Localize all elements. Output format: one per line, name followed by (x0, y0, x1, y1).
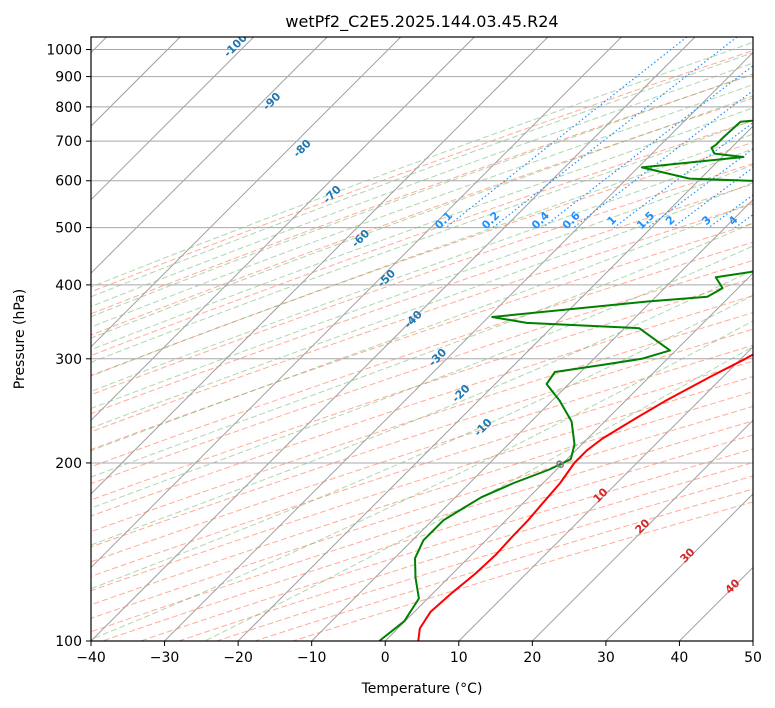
y-tick-label: 500 (55, 221, 82, 237)
x-tick-label: 0 (381, 650, 390, 666)
dry-adiabat (91, 259, 753, 485)
x-axis-label: Temperature (°C) (361, 681, 483, 697)
dry-adiabat (91, 50, 753, 293)
y-tick-label: 600 (55, 174, 82, 190)
isotherm (91, 37, 549, 495)
x-tick-label: −40 (76, 650, 106, 666)
isotherm (531, 419, 753, 641)
mixing-ratio-line (613, 121, 753, 229)
isotherm (384, 272, 753, 641)
dry-adiabat (91, 183, 753, 415)
moist-adiabat (91, 148, 753, 392)
x-tick-label: 30 (597, 650, 615, 666)
y-axis-ticks: 100 200 300 400 500 600 700 800 900 1000 (46, 43, 91, 650)
mixing-ratio-line (542, 64, 753, 229)
y-tick-label: 1000 (46, 43, 82, 59)
y-tick-label: 900 (55, 70, 82, 86)
y-tick-label: 800 (55, 100, 82, 116)
isotherms (91, 37, 753, 641)
moist-adiabat (91, 201, 753, 452)
moist-adiabat (91, 95, 753, 339)
y-tick-label: 300 (55, 352, 82, 368)
isotherm (311, 198, 753, 641)
moist-adiabat (91, 107, 753, 351)
y-axis-label: Pressure (hPa) (12, 289, 28, 389)
moist-adiabat (91, 41, 753, 288)
moist-adiabat (91, 269, 753, 546)
isotherm (91, 37, 255, 201)
dry-adiabat (91, 241, 753, 468)
dewpoint-profile-line (378, 119, 753, 641)
temperature-profile-line (417, 353, 753, 641)
plot-frame (90, 36, 754, 642)
moist-adiabat (91, 320, 753, 641)
isotherm (91, 37, 475, 422)
isotherm (91, 37, 696, 641)
y-tick-label: 100 (55, 634, 82, 650)
x-tick-label: 10 (450, 650, 468, 666)
mixing-ratio-lines (445, 37, 753, 229)
x-tick-label: 50 (744, 650, 762, 666)
isotherm (237, 125, 753, 641)
dry-adiabat (140, 448, 753, 641)
moist-adiabat (91, 73, 753, 318)
moist-adiabat (91, 62, 753, 308)
isotherm (91, 37, 402, 348)
x-tick-label: 20 (523, 650, 541, 666)
dry-adiabat (91, 344, 753, 563)
x-tick-label: 40 (671, 650, 689, 666)
mixing-ratio-line (445, 37, 688, 229)
moist-adiabat (204, 346, 753, 641)
x-tick-label: −10 (297, 650, 327, 666)
dry-adiabat (91, 420, 753, 633)
dry-adiabat (91, 163, 753, 396)
dry-adiabat (91, 328, 753, 548)
dry-adiabat (102, 434, 753, 641)
isotherm (458, 346, 753, 641)
isotherm (164, 51, 753, 641)
moist-adiabat (91, 84, 753, 328)
dry-adiabat (91, 405, 753, 619)
isotherm (91, 37, 328, 274)
dry-adiabat (91, 74, 753, 315)
isotherm (605, 493, 753, 641)
x-tick-label: −20 (223, 650, 253, 666)
dry-adiabat (216, 475, 753, 641)
x-axis-ticks: −40 −30 −20 −10 0 10 20 30 40 50 (76, 641, 762, 666)
x-tick-label: −30 (150, 650, 180, 666)
isotherm (91, 37, 622, 569)
moist-adiabat (91, 164, 753, 410)
y-tick-label: 700 (55, 134, 82, 150)
y-tick-label: 400 (55, 278, 82, 294)
moist-adiabat (91, 222, 753, 478)
dry-adiabat (91, 375, 753, 592)
moist-adiabat (91, 52, 753, 298)
dry-adiabat (91, 312, 753, 533)
chart-title: wetPf2_C2E5.2025.144.03.45.R24 (285, 12, 558, 32)
moist-adiabats (91, 41, 753, 641)
profiles (378, 119, 753, 641)
y-tick-label: 200 (55, 456, 82, 472)
dry-adiabat (292, 501, 753, 641)
